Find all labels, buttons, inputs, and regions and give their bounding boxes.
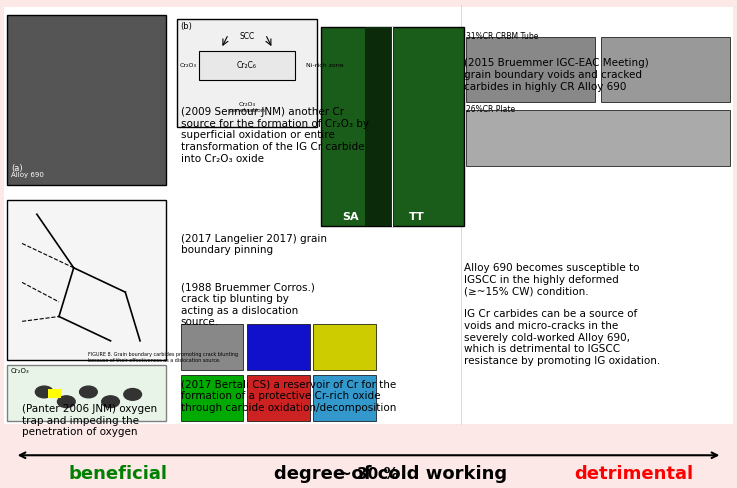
Text: degree of cold working: degree of cold working [274, 465, 507, 483]
FancyBboxPatch shape [181, 324, 243, 370]
Text: (1988 Bruemmer Corros.)
crack tip blunting by
acting as a dislocation
source.: (1988 Bruemmer Corros.) crack tip blunti… [181, 283, 315, 327]
Text: Cr₂C₆: Cr₂C₆ [237, 61, 257, 70]
FancyBboxPatch shape [466, 37, 595, 102]
Text: Cr₂O₃: Cr₂O₃ [11, 367, 29, 374]
Circle shape [35, 386, 53, 398]
Text: (2017 Langelier 2017) grain
boundary pinning: (2017 Langelier 2017) grain boundary pin… [181, 234, 326, 255]
Text: SCC: SCC [240, 32, 254, 41]
Text: Ni-rich zone: Ni-rich zone [306, 63, 343, 68]
Text: FIGURE 8. Grain boundary carbides promoting crack blunting
because of their effe: FIGURE 8. Grain boundary carbides promot… [88, 352, 239, 363]
Text: ~ 30 %: ~ 30 % [338, 467, 399, 482]
Circle shape [124, 388, 142, 400]
FancyBboxPatch shape [313, 375, 376, 421]
FancyBboxPatch shape [321, 27, 464, 226]
Text: (b): (b) [181, 22, 192, 31]
Text: Cr₂O₃: Cr₂O₃ [179, 63, 197, 68]
FancyBboxPatch shape [4, 7, 733, 424]
FancyBboxPatch shape [177, 20, 317, 126]
FancyBboxPatch shape [313, 324, 376, 370]
Text: Cr₂O₃
penetration: Cr₂O₃ penetration [228, 102, 265, 113]
FancyBboxPatch shape [247, 324, 310, 370]
FancyBboxPatch shape [601, 37, 730, 102]
FancyBboxPatch shape [7, 200, 166, 360]
Text: Alloy 690: Alloy 690 [11, 172, 44, 178]
FancyBboxPatch shape [466, 109, 730, 165]
Text: 26%CR Plate: 26%CR Plate [466, 105, 515, 114]
Text: Alloy 690 becomes susceptible to
IGSCC in the highly deformed
(≥~15% CW) conditi: Alloy 690 becomes susceptible to IGSCC i… [464, 263, 660, 366]
FancyBboxPatch shape [199, 51, 295, 81]
FancyBboxPatch shape [365, 27, 394, 226]
Text: detrimental: detrimental [574, 465, 694, 483]
Circle shape [57, 396, 75, 407]
Circle shape [102, 396, 119, 407]
FancyBboxPatch shape [7, 365, 166, 421]
Text: TT: TT [409, 212, 425, 222]
Text: (a): (a) [11, 164, 23, 173]
FancyBboxPatch shape [7, 15, 166, 185]
Text: (2015 Bruemmer IGC-EAC Meeting)
grain boundary voids and cracked
carbides in hig: (2015 Bruemmer IGC-EAC Meeting) grain bo… [464, 59, 649, 92]
Text: (2017 Bertali CS) a reservoir of Cr for the
formation of a protective Cr-rich ox: (2017 Bertali CS) a reservoir of Cr for … [181, 380, 396, 413]
FancyBboxPatch shape [48, 389, 61, 398]
Text: beneficial: beneficial [69, 465, 167, 483]
FancyBboxPatch shape [181, 375, 243, 421]
Text: SA: SA [343, 212, 360, 222]
Text: (Panter 2006 JNM) oxygen
trap and impeding the
penetration of oxygen: (Panter 2006 JNM) oxygen trap and impedi… [22, 404, 157, 437]
FancyBboxPatch shape [247, 375, 310, 421]
Text: (2009 Sennour JNM) another Cr
source for the formation of Cr₂O₃ by
superficial o: (2009 Sennour JNM) another Cr source for… [181, 107, 368, 163]
Circle shape [80, 386, 97, 398]
Text: 31%CR CRBM Tube: 31%CR CRBM Tube [466, 32, 538, 41]
